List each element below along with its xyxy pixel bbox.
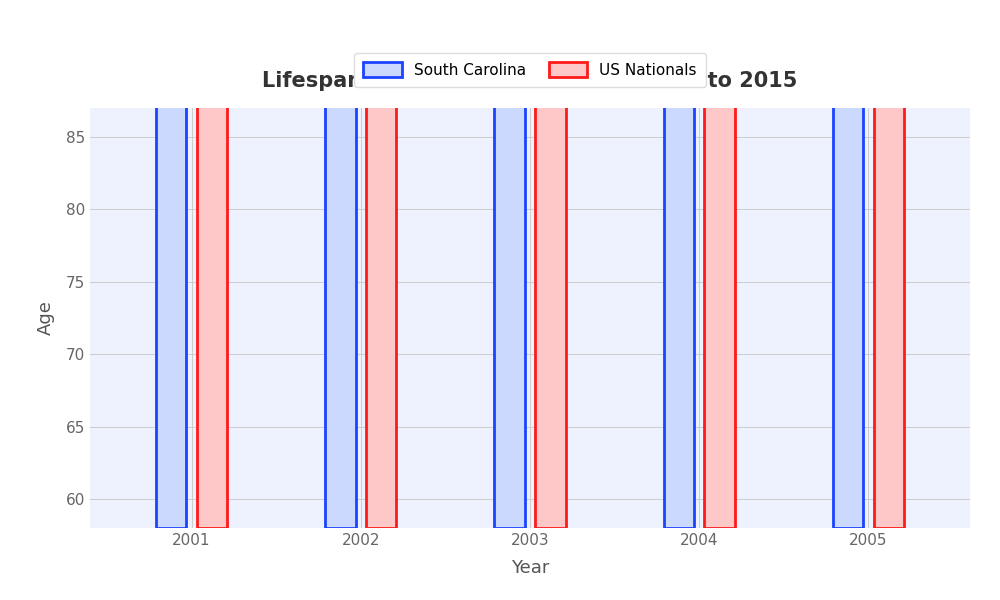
Bar (874, 0, 904, 528)
Bar (366, 0, 396, 528)
Y-axis label: Age: Age (37, 301, 55, 335)
Bar (197, 0, 227, 528)
Bar (535, 0, 566, 528)
Bar (833, 0, 863, 528)
Title: Lifespan in South Carolina from 1973 to 2015: Lifespan in South Carolina from 1973 to … (262, 71, 798, 91)
Bar (704, 0, 735, 528)
Bar (156, 0, 186, 528)
Legend: South Carolina, US Nationals: South Carolina, US Nationals (354, 53, 706, 87)
Bar (664, 0, 694, 528)
Bar (325, 0, 356, 528)
Bar (494, 0, 525, 528)
X-axis label: Year: Year (511, 559, 549, 577)
